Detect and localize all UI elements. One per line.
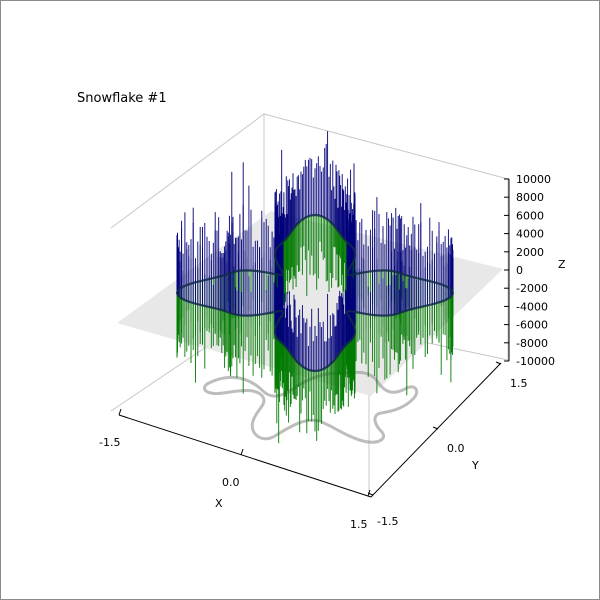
z-tick-label: -8000 <box>516 337 548 350</box>
z-tick-label: -4000 <box>516 300 548 313</box>
y-tick-label: 0.0 <box>447 442 465 455</box>
z-axis-label: Z <box>558 258 566 271</box>
positive-series <box>175 131 455 373</box>
shadow-curve <box>202 370 419 444</box>
y-tick <box>495 361 502 365</box>
z-tick-label: -10000 <box>516 355 555 368</box>
z-tick-label: -2000 <box>516 282 548 295</box>
zero-level-outline <box>175 213 455 373</box>
y-tick <box>367 492 374 496</box>
z-tick-label: -6000 <box>516 319 548 332</box>
x-axis-line <box>118 414 372 498</box>
y-tick <box>432 426 439 430</box>
z-tick-label: 0 <box>516 264 523 277</box>
z-tick-label: 8000 <box>516 191 544 204</box>
tick-marks <box>118 178 509 497</box>
y-tick-label: -1.5 <box>377 515 398 528</box>
x-axis-label: X <box>215 497 223 510</box>
z-tick-label: 2000 <box>516 246 544 259</box>
z-tick-label: 4000 <box>516 228 544 241</box>
x-tick-label: -1.5 <box>99 436 120 449</box>
z-tick-label: 10000 <box>516 173 551 186</box>
y-tick-label: 1.5 <box>510 377 528 390</box>
tick-labels: 10000 8000 6000 4000 2000 0 -2000 -4000 -6000 -80… <box>99 173 555 531</box>
y-axis-label: Y <box>471 459 479 472</box>
chart-title: Snowflake #1 <box>77 91 167 106</box>
x-tick-label: 1.5 <box>350 518 368 531</box>
x-tick <box>240 448 244 456</box>
z-tick-label: 6000 <box>516 209 544 222</box>
x-tick-label: 0.0 <box>222 476 240 489</box>
x-tick <box>118 408 122 416</box>
y-axis-line <box>370 362 502 498</box>
